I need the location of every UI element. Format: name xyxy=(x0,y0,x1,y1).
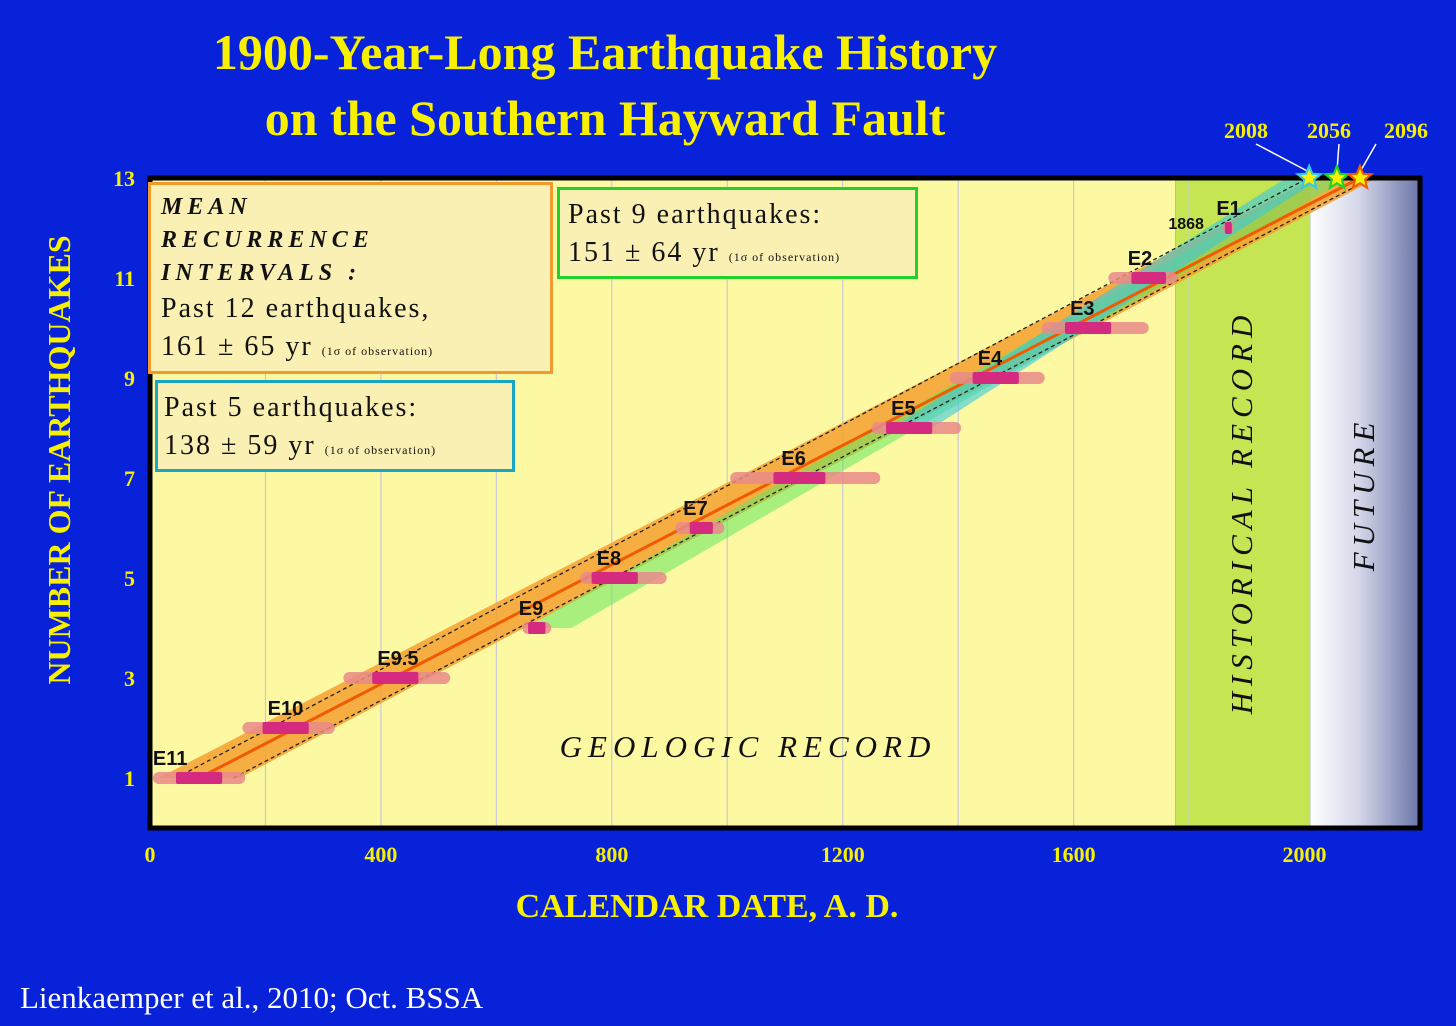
event-label-E10: E10 xyxy=(268,698,304,720)
event-label-E9: E9 xyxy=(519,598,543,620)
event-bar-E4 xyxy=(972,372,1019,384)
mean-line-2: 161 ± 65 yr xyxy=(161,331,313,362)
five-line-2: 138 ± 59 yr xyxy=(164,430,316,461)
y-tick-label: 7 xyxy=(124,466,135,491)
event-label-E1: E1 xyxy=(1216,198,1240,220)
five-note: (1σ of observation) xyxy=(324,443,437,457)
forecast-star-2056 xyxy=(1328,169,1346,186)
event-bar-E9.5 xyxy=(372,672,419,684)
forecast-label-2056: 2056 xyxy=(1307,118,1351,143)
event-label-E9.5: E9.5 xyxy=(377,648,418,670)
title-line-1: 1900-Year-Long Earthquake History xyxy=(212,24,998,80)
mean-note: (1σ of observation) xyxy=(321,344,434,358)
mean-head-1: MEAN xyxy=(161,194,252,220)
event-bar-E1 xyxy=(1224,222,1232,234)
y-tick-label: 1 xyxy=(124,766,135,791)
lower-envelope-line xyxy=(233,177,1372,779)
event-bar-E6 xyxy=(773,472,826,484)
event-label-E2: E2 xyxy=(1128,248,1152,270)
nine-note: (1σ of observation) xyxy=(728,250,841,264)
event-label-E5: E5 xyxy=(891,398,915,420)
mean-head-3: INTERVALS : xyxy=(161,260,362,286)
x-tick-label: 1600 xyxy=(1052,842,1096,867)
y-tick-label: 13 xyxy=(113,166,135,191)
nine-line-1: Past 9 earthquakes: xyxy=(568,199,823,230)
event-label-E11: E11 xyxy=(153,748,187,770)
x-axis-label: CALENDAR DATE, A. D. xyxy=(516,888,899,925)
five-line-1: Past 5 earthquakes: xyxy=(164,392,419,423)
past-nine-box: Past 9 earthquakes: 151 ± 64 yr (1σ of o… xyxy=(557,187,918,279)
geologic-record-label: GEOLOGIC RECORD xyxy=(560,729,937,764)
mean-line-1: Past 12 earthquakes, xyxy=(161,293,431,324)
mean-head-2: RECURRENCE xyxy=(161,227,374,253)
y-axis-label: NUMBER OF EARTHQUAKES xyxy=(41,235,77,684)
forecast-label-2008: 2008 xyxy=(1224,118,1268,143)
event-label-E8: E8 xyxy=(597,548,621,570)
x-tick-label: 1200 xyxy=(821,842,865,867)
x-tick-label: 400 xyxy=(364,842,397,867)
forecast-leader-2008 xyxy=(1255,143,1310,173)
forecast-star-2096 xyxy=(1351,169,1369,186)
event-label-E4: E4 xyxy=(978,348,1003,370)
x-tick-label: 0 xyxy=(145,842,156,867)
event-label-E7: E7 xyxy=(683,498,707,520)
historical-record-label: HISTORICAL RECORD xyxy=(1224,310,1259,716)
historical-region xyxy=(1175,178,1311,828)
x-tick-label: 800 xyxy=(595,842,628,867)
past-five-box: Past 5 earthquakes: 138 ± 59 yr (1σ of o… xyxy=(155,380,515,472)
future-region xyxy=(1310,178,1420,828)
event-bar-E9 xyxy=(528,622,546,634)
event-label-E6: E6 xyxy=(781,448,805,470)
event-bar-E10 xyxy=(262,722,309,734)
forecast-label-2096: 2096 xyxy=(1384,118,1428,143)
event-bar-E3 xyxy=(1064,322,1112,334)
y-tick-label: 11 xyxy=(114,266,135,291)
y-tick-label: 3 xyxy=(124,666,135,691)
event-bar-E8 xyxy=(591,572,638,584)
title-line-2: on the Southern Hayward Fault xyxy=(264,90,946,146)
event-year-label: 1868 xyxy=(1168,216,1204,233)
event-bar-E5 xyxy=(886,422,933,434)
event-label-E3: E3 xyxy=(1070,298,1094,320)
plot-frame xyxy=(147,175,1423,831)
forecast-leader-2096 xyxy=(1359,143,1377,173)
event-bar-E2 xyxy=(1131,272,1166,284)
y-tick-label: 9 xyxy=(124,366,135,391)
event-bar-E11 xyxy=(175,772,223,784)
event-bar-E7 xyxy=(689,522,713,534)
forecast-star-2008 xyxy=(1300,169,1318,186)
future-label: FUTURE xyxy=(1346,417,1381,573)
nine-line-2: 151 ± 64 yr xyxy=(568,237,720,268)
citation: Lienkaemper et al., 2010; Oct. BSSA xyxy=(20,980,484,1015)
y-tick-label: 5 xyxy=(124,566,135,591)
mean-recurrence-box: MEAN RECURRENCE INTERVALS : Past 12 eart… xyxy=(148,182,553,374)
x-tick-label: 2000 xyxy=(1283,842,1327,867)
